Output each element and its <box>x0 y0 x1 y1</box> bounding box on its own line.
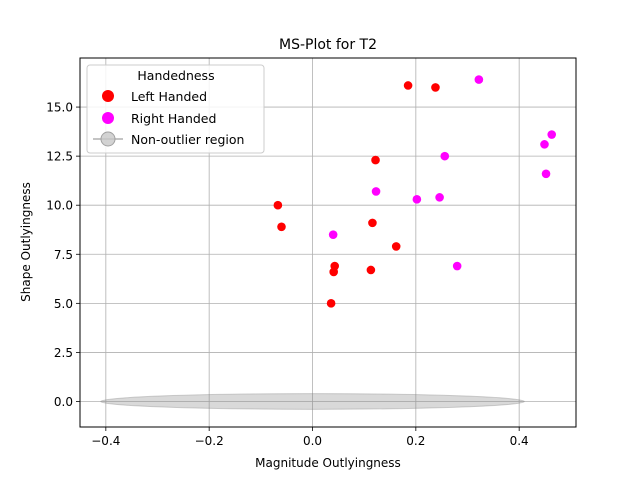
plot-frame <box>79 57 577 428</box>
point-right-handed <box>540 140 549 149</box>
y-tick-label: 7.5 <box>54 248 73 262</box>
grid <box>80 58 576 427</box>
chart-title: MS-Plot for T2 <box>279 37 377 53</box>
point-left-handed <box>368 218 377 228</box>
legend-marker-right-handed <box>102 112 114 124</box>
y-tick-label: 10.0 <box>46 199 73 213</box>
point-left-handed <box>371 155 380 165</box>
x-tick-label: 0.4 <box>510 434 529 448</box>
point-right-handed <box>440 151 450 161</box>
legend-marker-left-handed <box>102 90 114 102</box>
legend-label-right-handed: Right Handed <box>131 111 216 126</box>
x-tick-label: 0.2 <box>406 434 425 448</box>
point-left-handed <box>366 265 376 275</box>
point-left-handed <box>391 242 401 251</box>
point-left-handed <box>326 299 336 308</box>
y-tick-label: 12.5 <box>46 150 73 164</box>
non-outlier-ellipse <box>100 393 525 410</box>
point-left-handed <box>403 81 413 90</box>
point-left-handed <box>273 200 283 210</box>
legend-title: Handedness <box>137 68 214 83</box>
x-tick-label: −0.2 <box>195 434 224 448</box>
x-axis-ticks: −0.4 −0.2 0.0 0.2 0.4 <box>91 427 529 448</box>
legend: Handedness Left Handed Right Handed Non-… <box>86 64 265 154</box>
x-axis-label: Magnitude Outlyingness <box>255 456 401 470</box>
point-right-handed <box>328 230 338 239</box>
point-left-handed <box>277 222 286 232</box>
point-right-handed <box>547 130 557 139</box>
y-tick-label: 15.0 <box>46 101 73 115</box>
non-outlier-region <box>100 393 525 410</box>
point-right-handed <box>371 187 381 196</box>
point-left-handed <box>329 267 338 277</box>
y-tick-label: 2.5 <box>54 346 73 360</box>
y-tick-label: 0.0 <box>54 395 73 409</box>
point-right-handed <box>435 193 444 202</box>
point-right-handed <box>452 261 462 271</box>
point-right-handed <box>474 75 484 84</box>
legend-box <box>86 64 265 154</box>
legend-label-left-handed: Left Handed <box>131 89 207 104</box>
y-axis-ticks: 0.0 2.5 5.0 7.5 10.0 12.5 15.0 <box>46 101 80 409</box>
point-left-handed <box>431 83 440 92</box>
y-tick-label: 5.0 <box>54 297 73 311</box>
scatter-points <box>273 75 557 308</box>
point-right-handed <box>541 169 551 179</box>
legend-marker-non-outlier <box>100 131 116 147</box>
x-tick-label: −0.4 <box>91 434 120 448</box>
y-axis-label: Shape Outlyingness <box>19 182 33 302</box>
x-tick-label: 0.0 <box>303 434 322 448</box>
legend-label-non-outlier: Non-outlier region <box>131 132 244 147</box>
point-right-handed <box>412 195 422 204</box>
